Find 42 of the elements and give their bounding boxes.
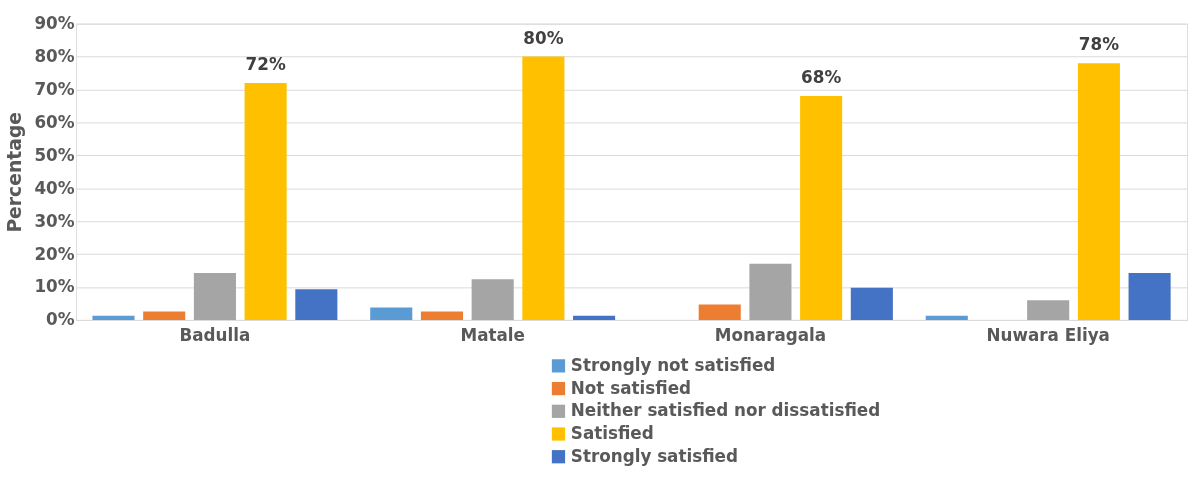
y-tick-label: 80%	[34, 46, 75, 67]
y-tick-label: 20%	[34, 243, 75, 264]
y-tick-label: 40%	[34, 177, 75, 198]
y-tick-label: 10%	[34, 276, 75, 297]
data-label: 78%	[1078, 34, 1120, 55]
y-axis-title: Percentage	[3, 111, 25, 233]
legend-label: Strongly not satisfied	[570, 354, 776, 375]
x-tick-label: Nuwara Eliya	[986, 325, 1110, 346]
bar	[573, 315, 616, 320]
bar	[800, 96, 843, 320]
bar	[698, 304, 741, 320]
bar	[850, 287, 893, 320]
y-tick-label: 50%	[34, 144, 75, 165]
legend-label: Strongly satisfied	[570, 445, 738, 466]
bar	[420, 311, 464, 320]
bar	[522, 56, 565, 320]
bar	[471, 279, 514, 320]
bar	[1128, 272, 1171, 320]
legend-label: Not satisfied	[570, 377, 692, 398]
x-tick-label: Matale	[460, 325, 525, 346]
y-tick-label: 70%	[34, 78, 75, 99]
bar	[295, 289, 338, 320]
y-tick-label: 0%	[46, 309, 75, 330]
x-tick-label: Monaragala	[714, 325, 827, 346]
y-tick-label: 60%	[34, 111, 75, 132]
data-label: 68%	[801, 67, 842, 88]
legend-label: Neither satisfied nor dissatisfied	[570, 400, 881, 421]
y-tick-label: 90%	[34, 13, 75, 34]
bar	[1077, 63, 1120, 320]
bar	[1027, 300, 1070, 320]
bar	[193, 272, 236, 320]
bar	[244, 82, 287, 320]
data-label: 72%	[245, 54, 286, 75]
bar	[143, 311, 186, 320]
bar	[925, 315, 968, 320]
bar	[749, 263, 792, 320]
bar	[92, 315, 135, 320]
data-label: 80%	[523, 27, 564, 48]
x-tick-label: Badulla	[179, 325, 251, 346]
y-tick-label: 30%	[34, 210, 75, 231]
legend-label: Satisfied	[570, 422, 654, 443]
bar	[370, 307, 413, 320]
